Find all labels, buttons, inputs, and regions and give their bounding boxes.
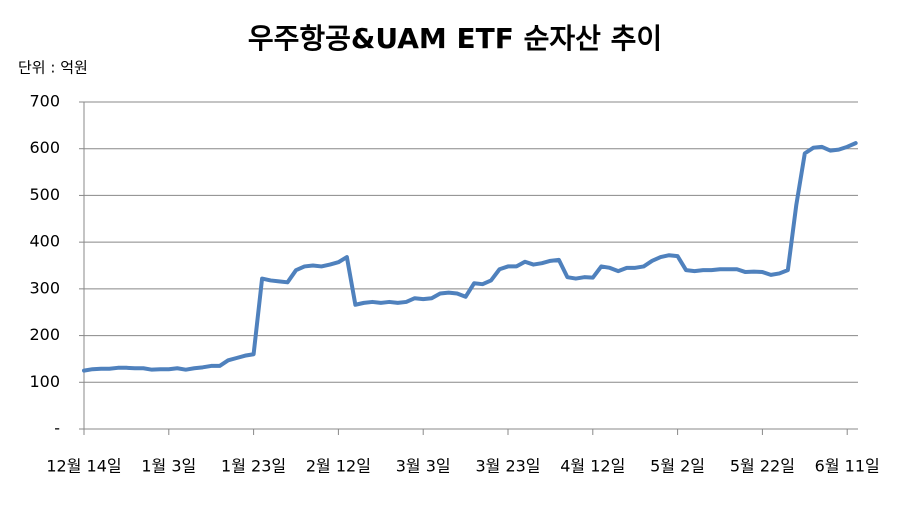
y-tick-label: 100 [29, 372, 60, 391]
x-tick-label: 5월 2일 [650, 457, 705, 476]
chart-title: 우주항공&UAM ETF 순자산 추이 [248, 22, 662, 55]
y-tick-label: 200 [29, 325, 60, 344]
x-tick-label: 1월 23일 [221, 457, 286, 476]
x-tick-label: 3월 3일 [396, 457, 451, 476]
data-line [82, 141, 858, 373]
y-tick-label: - [54, 419, 60, 438]
x-tick-label: 12월 14일 [46, 457, 121, 476]
y-tick-label: 600 [29, 138, 60, 157]
x-tick-label: 2월 12일 [306, 457, 371, 476]
y-tick-label: 700 [29, 92, 60, 111]
unit-label: 단위 : 억원 [18, 59, 88, 77]
x-tick-label: 4월 12일 [560, 457, 625, 476]
x-tick-label: 3월 23일 [475, 457, 540, 476]
y-tick-label: 500 [29, 185, 60, 204]
x-tick-label: 6월 11일 [815, 457, 880, 476]
y-tick-label: 400 [29, 232, 60, 251]
y-tick-label: 300 [29, 278, 60, 297]
x-tick-label: 5월 22일 [730, 457, 795, 476]
x-tick-label: 1월 3일 [141, 457, 196, 476]
